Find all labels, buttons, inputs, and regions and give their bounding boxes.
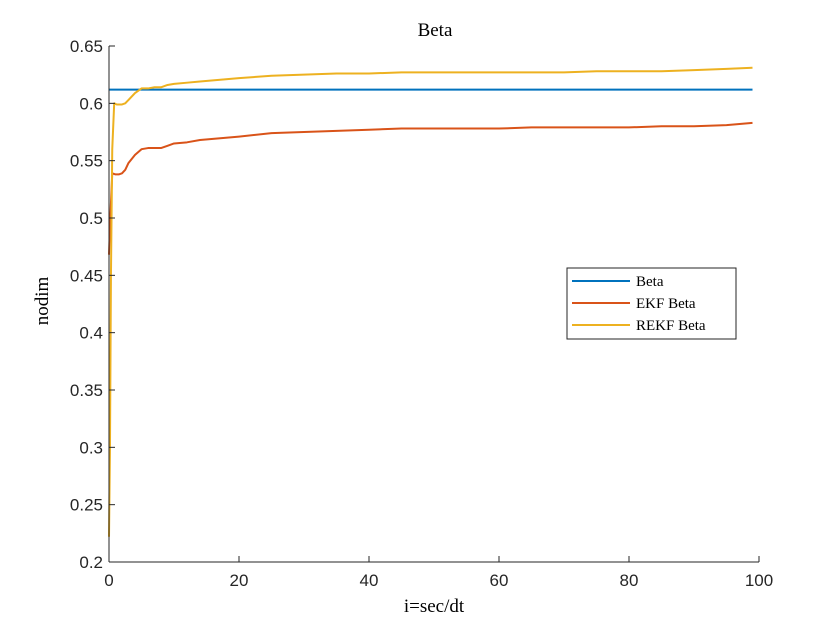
y-tick-label: 0.6 xyxy=(79,94,103,113)
legend-label-1: EKF Beta xyxy=(636,296,696,312)
x-tick-label: 100 xyxy=(745,571,773,590)
x-tick-label: 60 xyxy=(490,571,509,590)
y-tick-label: 0.35 xyxy=(70,381,103,400)
legend-label-2: REKF Beta xyxy=(636,318,706,334)
chart-title: Beta xyxy=(418,20,453,41)
x-tick-label: 0 xyxy=(104,571,113,590)
axes xyxy=(108,46,759,563)
legend: Beta EKF Beta REKF Beta xyxy=(566,267,737,340)
x-tick-label: 40 xyxy=(360,571,379,590)
y-tick-label: 0.2 xyxy=(79,553,103,572)
y-tick-label: 0.45 xyxy=(70,266,103,285)
y-tick-label: 0.5 xyxy=(79,209,103,228)
legend-label-0: Beta xyxy=(636,274,664,290)
y-tick-label: 0.4 xyxy=(79,324,103,343)
y-axis-ticks: 0.2 0.25 0.3 0.35 0.4 0.45 0.5 0.55 0.6 0.65 xyxy=(70,37,115,572)
x-axis-ticks: 0 20 40 60 80 100 xyxy=(104,556,773,590)
y-tick-label: 0.25 xyxy=(70,496,103,515)
x-tick-label: 20 xyxy=(230,571,249,590)
plot-lines xyxy=(108,66,753,537)
x-tick-label: 80 xyxy=(620,571,639,590)
y-tick-label: 0.3 xyxy=(79,438,103,457)
y-tick-label: 0.55 xyxy=(70,152,103,171)
legend-items: Beta EKF Beta REKF Beta xyxy=(572,274,706,334)
y-tick-label: 0.65 xyxy=(70,37,103,56)
series-line-2 xyxy=(108,66,753,537)
series-line-1 xyxy=(108,121,753,255)
y-axis-label: nodim xyxy=(32,277,53,326)
x-axis-label: i=sec/dt xyxy=(404,596,465,617)
